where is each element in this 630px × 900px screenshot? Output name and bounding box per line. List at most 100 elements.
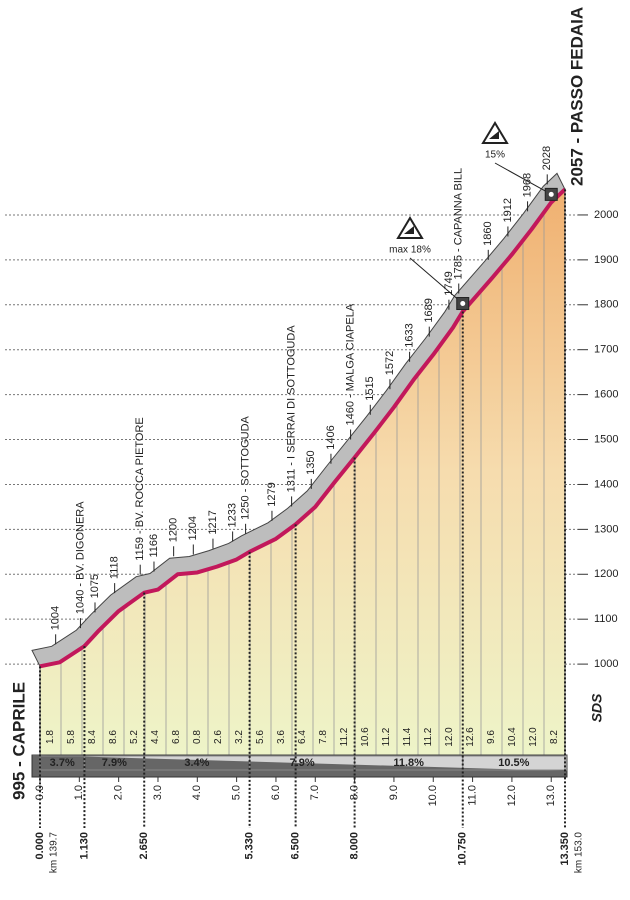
gradient-icon <box>481 121 509 144</box>
elevation-label: 1233 <box>227 503 239 527</box>
distance-label: 5.330 <box>244 832 256 860</box>
gradient-label: 10.4 <box>507 727 518 747</box>
elevation-label: 1860 <box>482 221 494 245</box>
logo: SDS <box>589 693 605 722</box>
elevation-label: 1159 - BV. ROCCA PIETORE <box>134 417 146 560</box>
elevation-label: 1118 <box>109 556 121 579</box>
x-tick-label: 11.0 <box>466 785 478 806</box>
gradient-label: 12.6 <box>465 727 476 747</box>
elevation-label: 1572 <box>384 351 396 375</box>
profile-line <box>39 187 567 669</box>
elevation-label: 2028 <box>541 146 553 170</box>
gradient-label: 3.2 <box>234 730 245 744</box>
y-tick-label: 1600 <box>594 389 618 401</box>
distance-label: 2.650 <box>138 832 150 860</box>
elevation-label: 1912 <box>502 198 514 222</box>
distance-label: 0.000 <box>34 832 46 860</box>
y-tick-label: 1500 <box>594 433 618 445</box>
gradient-label: 4.4 <box>150 730 161 744</box>
annotation-leader <box>409 257 464 304</box>
distance-label: 13.350 <box>559 832 571 866</box>
elevation-label: 1279 <box>266 482 278 506</box>
elevation-label: 1311 - I SERRAI DI SOTTOGUDA <box>286 325 298 493</box>
gradient-label: 11.2 <box>423 727 434 746</box>
gradient-label: 5.6 <box>255 730 266 744</box>
km-end: km 153.0 <box>574 832 585 874</box>
x-tick-label: 3.0 <box>152 785 164 800</box>
gradient-label: 5.2 <box>129 730 140 744</box>
x-tick-label: 9.0 <box>388 785 400 800</box>
gradient-label: 8.4 <box>87 730 98 744</box>
y-tick-label: 1300 <box>594 523 618 535</box>
x-tick-label: 13.0 <box>545 785 557 806</box>
x-tick-label: 1.0 <box>73 785 85 800</box>
gradient-label: 6.8 <box>171 730 182 744</box>
gradient-label: 8.2 <box>549 730 560 744</box>
elevation-label: 1689 <box>423 298 435 322</box>
x-tick-label: 12.0 <box>506 785 518 806</box>
section-label: 10.5% <box>498 757 529 769</box>
gradient-label: 10.6 <box>360 727 371 747</box>
max-gradient-icon <box>396 216 424 239</box>
annotation-label: 15% <box>485 150 505 161</box>
x-tick-label: 10.0 <box>427 785 439 806</box>
y-tick-label: 1100 <box>594 613 618 625</box>
gradient-label: 12.0 <box>528 727 539 747</box>
gradient-label: 7.8 <box>318 730 329 744</box>
annotation-dot <box>460 301 466 307</box>
y-tick-label: 2000 <box>594 209 618 221</box>
x-tick-label: 7.0 <box>309 785 321 800</box>
gradient-label: 0.8 <box>192 730 203 744</box>
elevation-label: 1633 <box>404 323 416 347</box>
distance-label: 10.750 <box>457 832 469 866</box>
elevation-label: 1040 - BV. DIGONERA <box>74 501 86 614</box>
section-label: 3.4% <box>184 757 209 769</box>
elevation-label: 1785 - CAPANNA BILL <box>453 168 465 280</box>
annotation-leader <box>494 162 552 195</box>
elevation-label: 1515 <box>364 376 376 400</box>
elevation-label: 1350 <box>305 450 317 474</box>
gradient-label: 3.6 <box>276 730 287 744</box>
y-tick-label: 1000 <box>594 658 618 670</box>
elevation-label: 1968 <box>521 173 533 197</box>
y-tick-label: 1800 <box>594 299 618 311</box>
annotation-dot <box>548 191 554 197</box>
x-tick-label: 2.0 <box>113 785 125 800</box>
section-label: 3.7% <box>50 757 75 769</box>
gradient-label: 1.8 <box>45 730 56 744</box>
gradient-label: 8.6 <box>108 730 119 744</box>
km-start: km 139.7 <box>49 832 60 874</box>
distance-label: 8.000 <box>349 832 361 860</box>
annotation-label: max 18% <box>389 245 431 256</box>
elevation-label: 1406 <box>325 425 337 449</box>
start-label: 995 - CAPRILE <box>9 682 28 800</box>
section-label: 7.9% <box>102 757 127 769</box>
elevation-label: 1460 - MALGA CIAPELA <box>345 303 357 425</box>
section-label: 11.8% <box>393 757 424 769</box>
y-tick-label: 1700 <box>594 344 618 356</box>
section-label: 7.9% <box>290 757 315 769</box>
elevation-label: 1200 <box>168 518 180 542</box>
elevation-label: 1250 - SOTTOGUDA <box>240 415 252 519</box>
gradient-label: 11.2 <box>381 727 392 746</box>
gradient-label: 5.8 <box>66 730 77 744</box>
elevation-label: 1075 <box>89 574 101 598</box>
finish-label: 2057 - PASSO FEDAIA <box>567 7 586 186</box>
x-tick-label: 4.0 <box>191 785 203 800</box>
gradient-label: 11.2 <box>339 727 350 746</box>
x-tick-label: 0.0 <box>34 785 46 800</box>
elevation-label: 1166 <box>148 534 160 558</box>
elevation-label: 1204 <box>187 516 199 540</box>
gradient-label: 9.6 <box>486 730 497 744</box>
distance-label: 6.500 <box>290 832 302 860</box>
gradient-label: 11.4 <box>402 727 413 746</box>
x-tick-label: 5.0 <box>231 785 243 800</box>
x-tick-label: 6.0 <box>270 785 282 800</box>
gradient-label: 6.4 <box>297 730 308 744</box>
y-tick-label: 1900 <box>594 254 618 266</box>
plinth-edge <box>31 755 568 778</box>
gradient-label: 12.0 <box>444 727 455 747</box>
distance-label: 1.130 <box>78 832 90 860</box>
y-tick-label: 1200 <box>594 568 618 580</box>
